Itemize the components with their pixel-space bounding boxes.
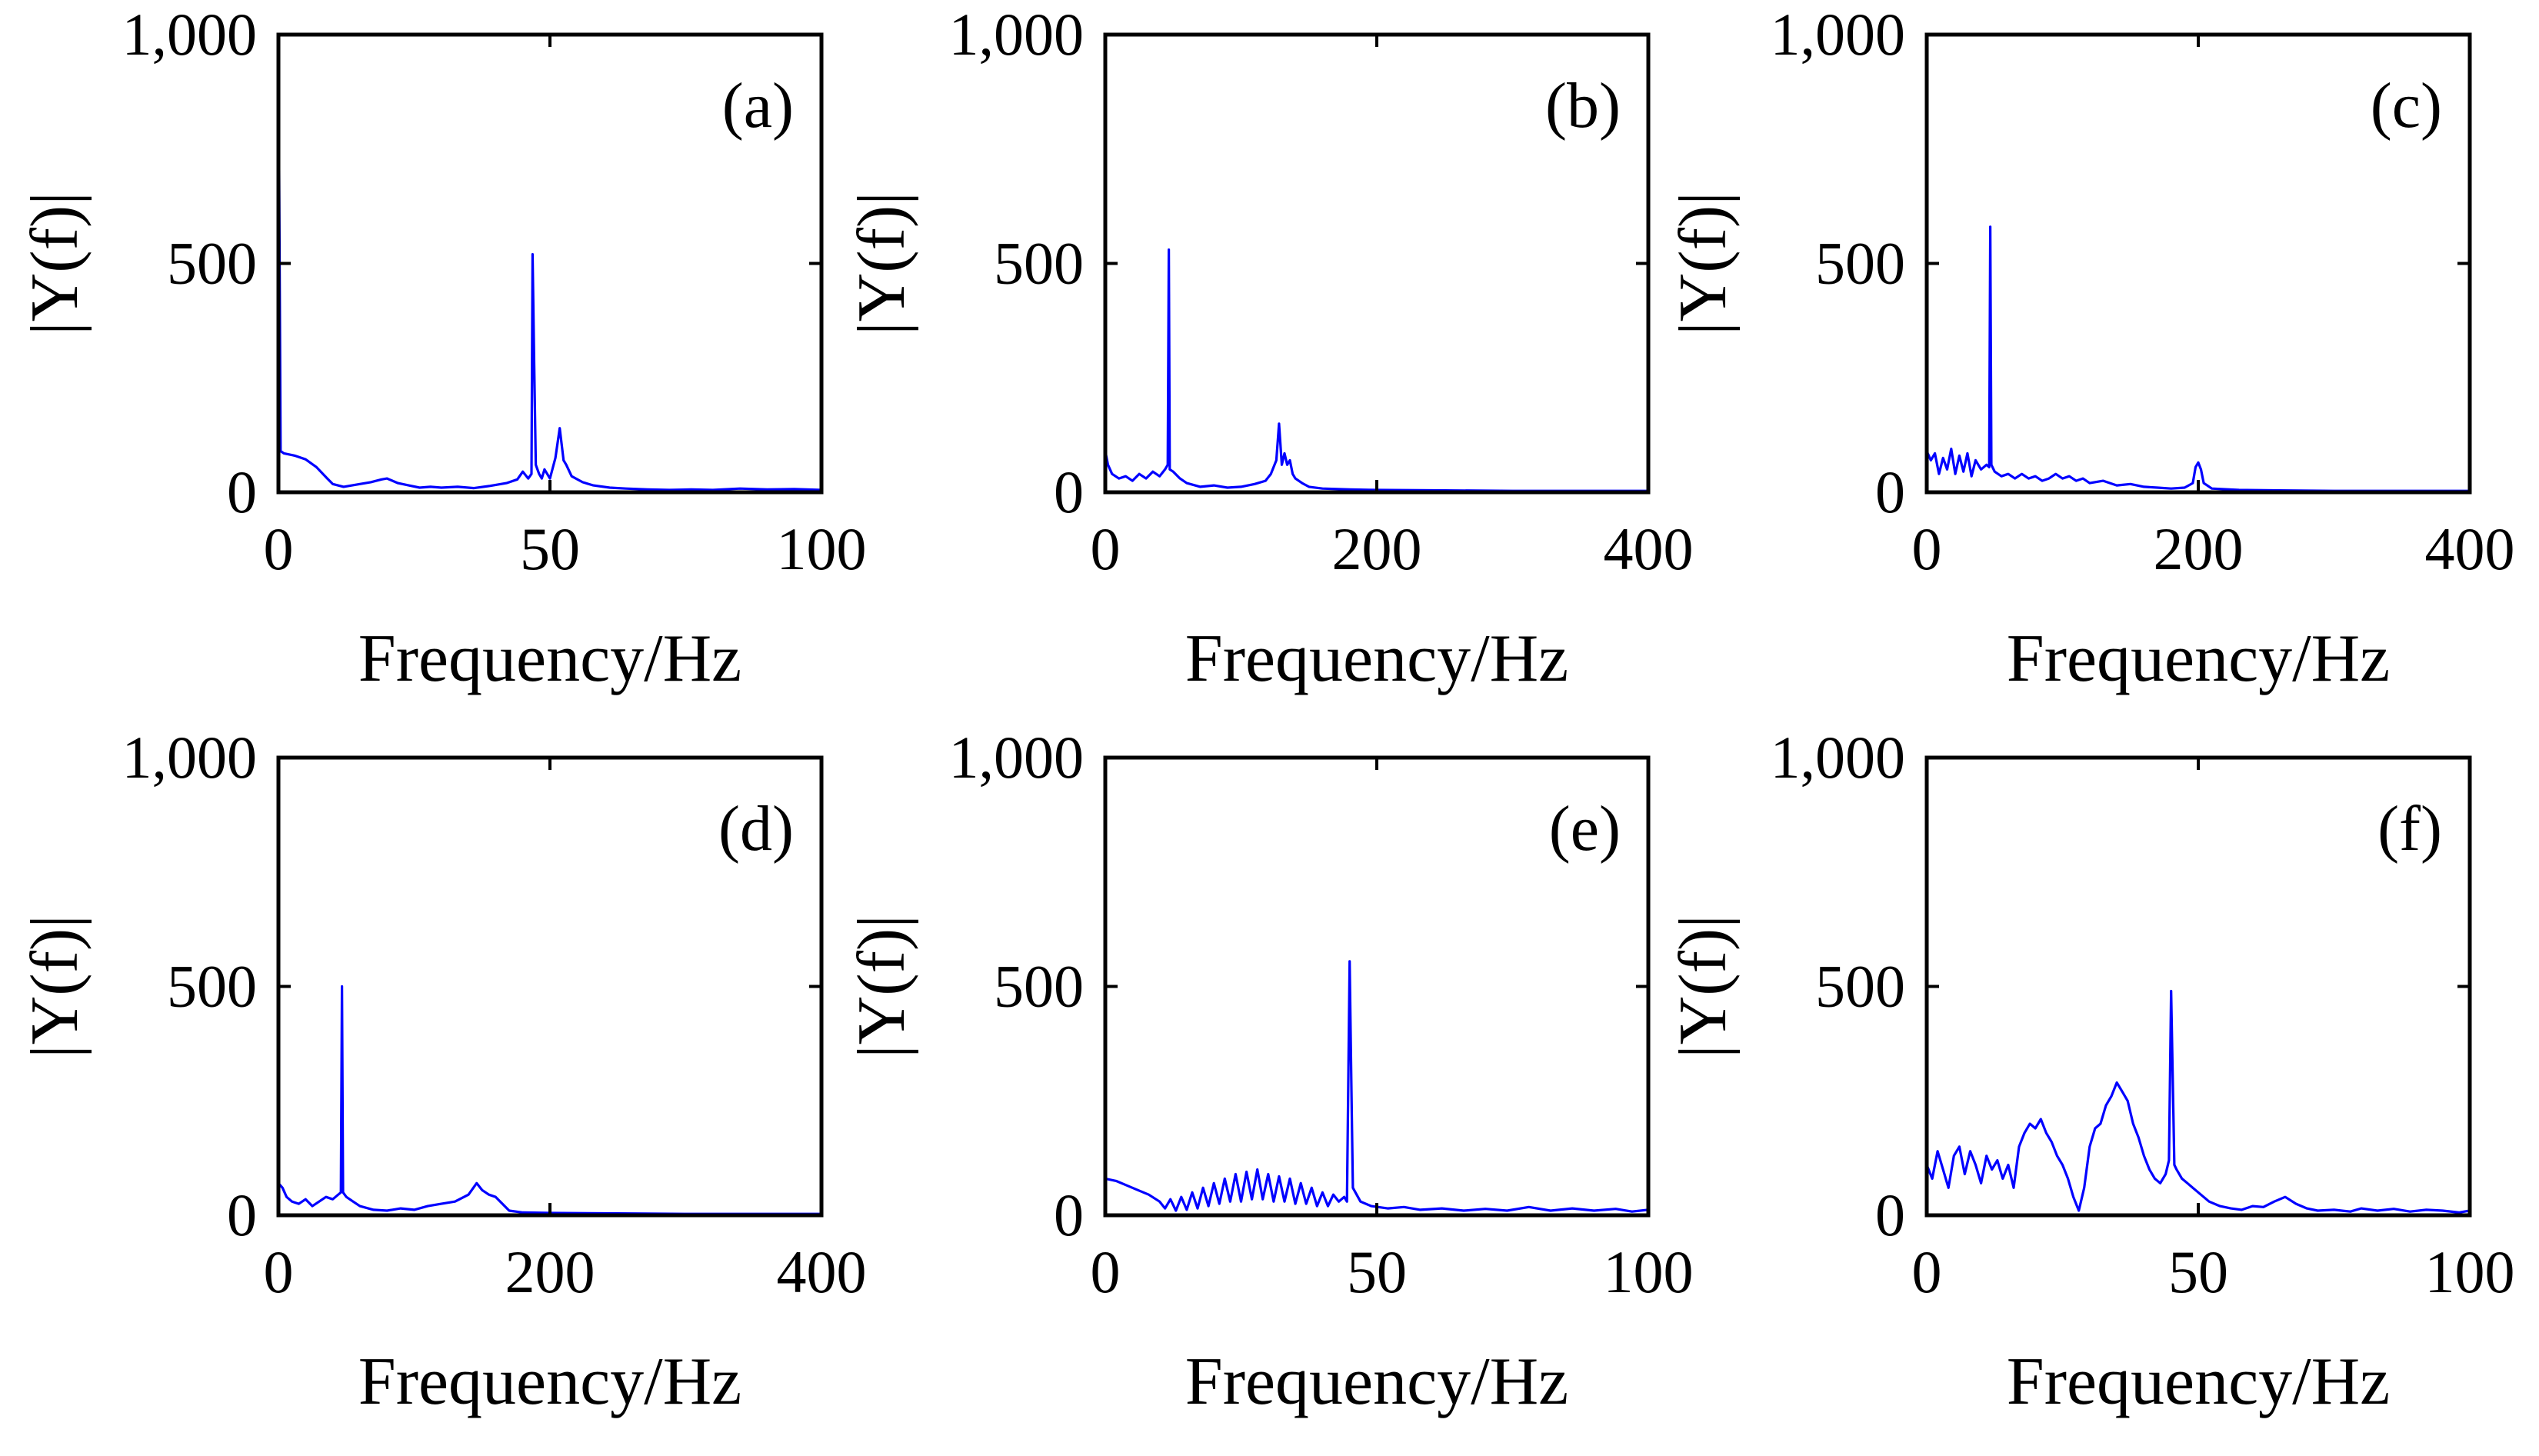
y-tick-label: 500 xyxy=(994,953,1084,1020)
x-tick-label: 200 xyxy=(505,1238,595,1305)
panel-label: (e) xyxy=(1549,793,1621,865)
x-axis-label: Frequency/Hz xyxy=(1185,1344,1568,1419)
x-tick-label: 0 xyxy=(264,515,294,582)
panel-f: 0 50 100 0 500 1,000 Frequency/Hz |Y(f)| (f) xyxy=(1666,724,2515,1419)
y-tick-label: 500 xyxy=(1815,230,1905,297)
x-axis-label: Frequency/Hz xyxy=(358,621,741,696)
panel-d: 0 200 400 0 500 1,000 Frequency/Hz |Y(f)| (d) xyxy=(18,724,867,1419)
panel-b: 0 200 400 0 500 1,000 Frequency/Hz |Y(f)| (b) xyxy=(845,1,1694,696)
panel-label: (a) xyxy=(722,70,794,142)
y-axis-label: |Y(f)| xyxy=(1666,915,1741,1058)
y-tick-label: 500 xyxy=(167,230,257,297)
x-axis-label: Frequency/Hz xyxy=(358,1344,741,1419)
y-tick-label: 1,000 xyxy=(122,1,258,68)
y-axis-label: |Y(f)| xyxy=(845,915,919,1058)
x-tick-label: 0 xyxy=(1912,1238,1942,1305)
panel-a: 0 50 100 0 500 1,000 Frequency/Hz |Y(f)| (a) xyxy=(18,1,867,696)
x-tick-label: 100 xyxy=(777,515,867,582)
x-axis-label: Frequency/Hz xyxy=(1185,621,1568,696)
x-tick-label: 0 xyxy=(1912,515,1942,582)
series-line-0 xyxy=(1105,960,1648,1213)
y-tick-label: 0 xyxy=(227,458,257,525)
y-tick-label: 1,000 xyxy=(1771,724,1906,791)
x-tick-label: 0 xyxy=(1091,1238,1121,1305)
series-line-0 xyxy=(278,35,821,491)
x-tick-label: 200 xyxy=(2154,515,2244,582)
x-tick-label: 50 xyxy=(520,515,580,582)
x-tick-label: 100 xyxy=(2425,1238,2515,1305)
panel-label: (f) xyxy=(2377,793,2442,865)
x-tick-label: 0 xyxy=(264,1238,294,1305)
x-tick-label: 200 xyxy=(1332,515,1422,582)
series-line-0 xyxy=(278,985,821,1215)
y-axis-label: |Y(f)| xyxy=(845,192,919,335)
panel-c: 0 200 400 0 500 1,000 Frequency/Hz |Y(f)| (c) xyxy=(1666,1,2515,696)
y-axis-label: |Y(f)| xyxy=(1666,192,1741,335)
panel-label: (b) xyxy=(1545,70,1621,142)
x-axis-label: Frequency/Hz xyxy=(2007,1344,2390,1419)
x-tick-label: 100 xyxy=(1604,1238,1694,1305)
series-line-0 xyxy=(1927,225,2470,492)
y-tick-label: 1,000 xyxy=(949,1,1085,68)
x-axis-label: Frequency/Hz xyxy=(2007,621,2390,696)
y-tick-label: 0 xyxy=(1875,458,1905,525)
y-axis-label: |Y(f)| xyxy=(18,915,92,1058)
y-tick-label: 1,000 xyxy=(1771,1,1906,68)
series-line-0 xyxy=(1927,989,2470,1214)
y-tick-label: 500 xyxy=(1815,953,1905,1020)
panel-label: (c) xyxy=(2371,70,2442,142)
y-tick-label: 0 xyxy=(1054,1181,1084,1248)
x-tick-label: 0 xyxy=(1091,515,1121,582)
y-tick-label: 0 xyxy=(1875,1181,1905,1248)
y-tick-label: 500 xyxy=(994,230,1084,297)
y-tick-label: 0 xyxy=(227,1181,257,1248)
series-line-0 xyxy=(1105,248,1648,492)
x-tick-label: 50 xyxy=(2168,1238,2228,1305)
y-tick-label: 0 xyxy=(1054,458,1084,525)
x-tick-label: 50 xyxy=(1347,1238,1407,1305)
y-tick-label: 1,000 xyxy=(122,724,258,791)
y-tick-label: 500 xyxy=(167,953,257,1020)
x-tick-label: 400 xyxy=(2425,515,2515,582)
panel-label: (d) xyxy=(718,793,794,865)
x-tick-label: 400 xyxy=(777,1238,867,1305)
panel-e: 0 50 100 0 500 1,000 Frequency/Hz |Y(f)| (e) xyxy=(845,724,1694,1419)
x-tick-label: 400 xyxy=(1604,515,1694,582)
y-axis-label: |Y(f)| xyxy=(18,192,92,335)
y-tick-label: 1,000 xyxy=(949,724,1085,791)
